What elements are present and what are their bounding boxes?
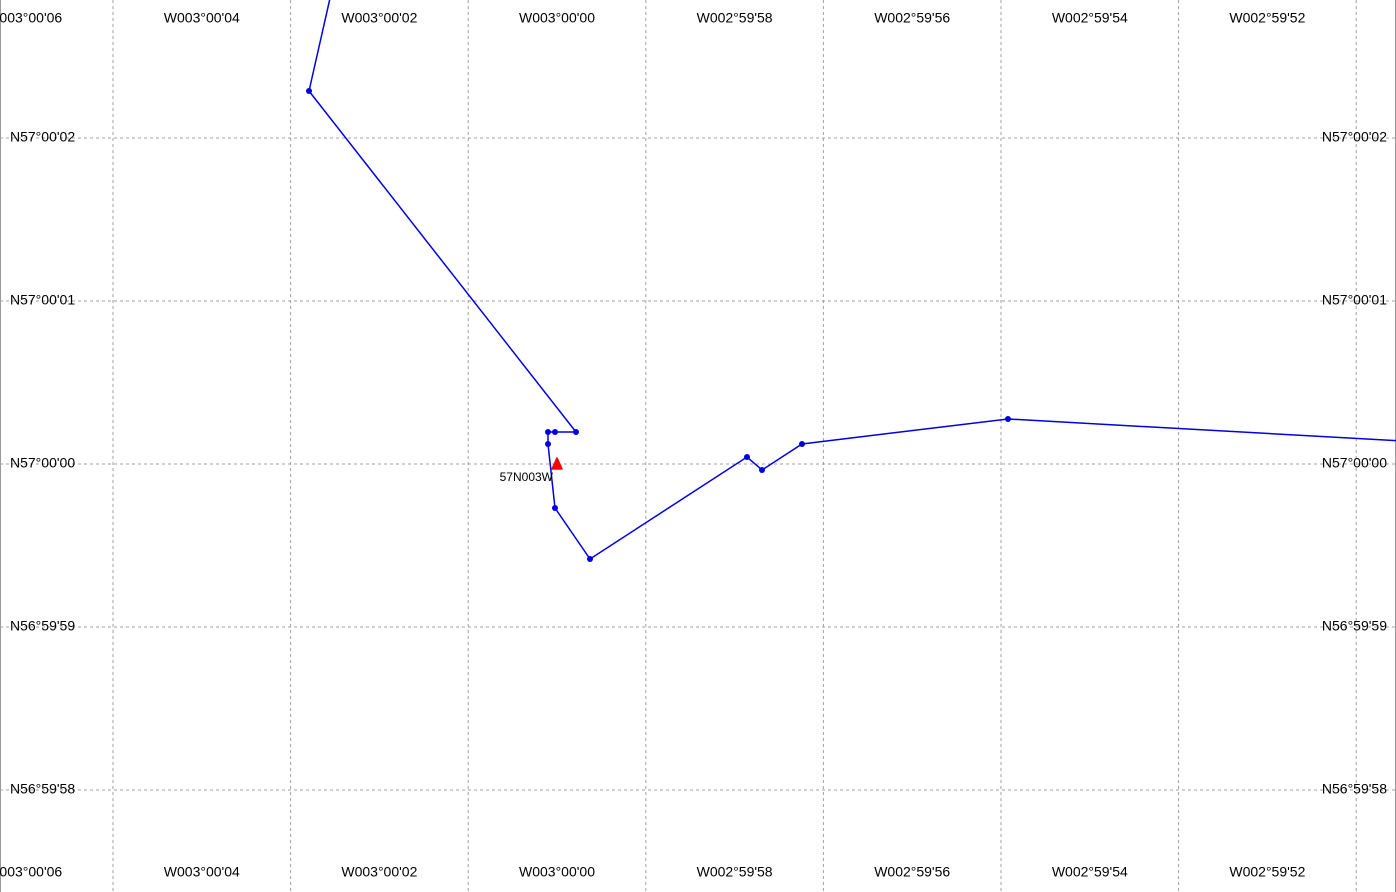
y-tick-label: N57°00'00 [10, 455, 75, 471]
y-tick-label: N57°00'01 [1322, 292, 1387, 308]
y-tick-label: N57°00'02 [1322, 129, 1387, 145]
x-tick-label: W002°59'54 [1052, 864, 1128, 880]
y-tick-label: N56°59'59 [1322, 618, 1387, 634]
y-tick-label: N56°59'58 [1322, 781, 1387, 797]
y-tick-label: N56°59'58 [10, 781, 75, 797]
x-tick-label: W003°00'02 [341, 864, 417, 880]
y-tick-label: N57°00'01 [10, 292, 75, 308]
x-tick-label: W003°00'06 [0, 864, 62, 880]
track-point [799, 440, 806, 447]
x-tick-label: W002°59'52 [1229, 10, 1305, 26]
track-point [551, 504, 558, 511]
x-tick-label: W002°59'54 [1052, 10, 1128, 26]
x-tick-label: W002°59'56 [874, 864, 950, 880]
x-tick-label: W003°00'00 [519, 864, 595, 880]
track-point [544, 429, 551, 436]
track-point [306, 88, 313, 95]
track-point [743, 454, 750, 461]
track-point [572, 429, 579, 436]
x-tick-label: W002°59'58 [697, 10, 773, 26]
x-tick-label: W003°00'02 [341, 10, 417, 26]
track-point [586, 555, 593, 562]
waypoint-label: 57N003W [500, 470, 554, 484]
y-tick-label: N57°00'00 [1322, 455, 1387, 471]
x-tick-label: W003°00'06 [0, 10, 62, 26]
y-tick-label: N57°00'02 [10, 129, 75, 145]
track-point [1005, 415, 1012, 422]
y-tick-label: N56°59'59 [10, 618, 75, 634]
waypoint-marker [551, 457, 563, 470]
x-tick-label: W002°59'52 [1229, 864, 1305, 880]
x-tick-label: W003°00'04 [164, 10, 240, 26]
track-point [544, 440, 551, 447]
x-tick-label: W002°59'58 [697, 864, 773, 880]
x-tick-label: W003°00'04 [164, 864, 240, 880]
x-tick-label: W003°00'00 [519, 10, 595, 26]
track-point [551, 429, 558, 436]
x-tick-label: W002°59'56 [874, 10, 950, 26]
track-point [759, 466, 766, 473]
